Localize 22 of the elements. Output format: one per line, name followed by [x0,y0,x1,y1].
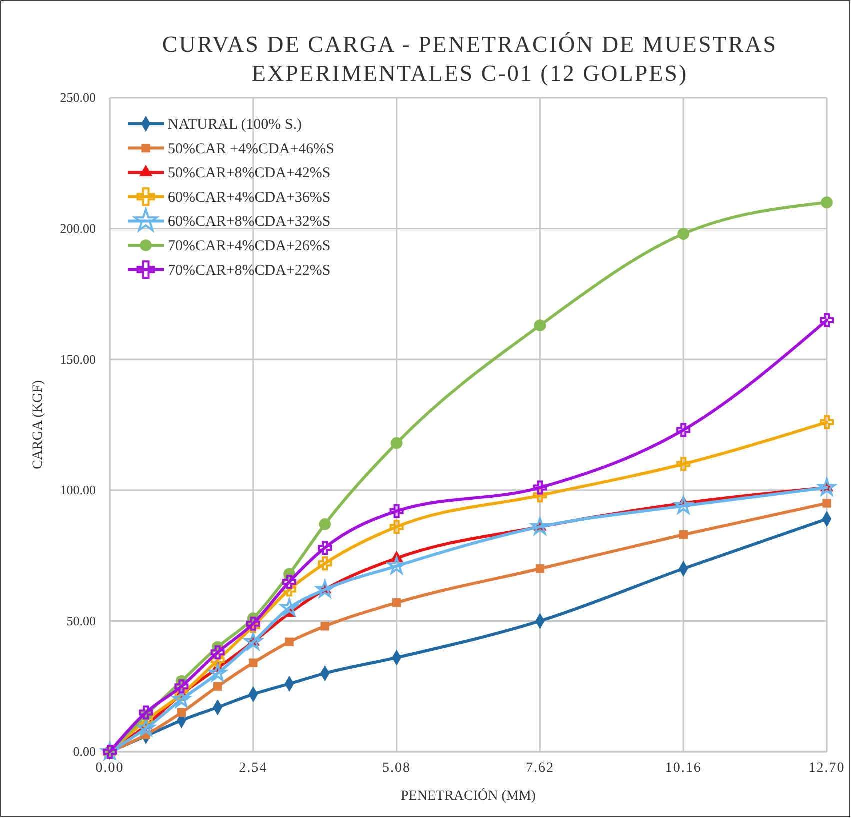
y-tick-label: 100.00 [60,482,96,498]
x-tick-label: 10.16 [665,760,702,776]
legend-label: 70%CAR+8%CDA+22%S [168,262,331,279]
legend-label: NATURAL (100% S.) [168,117,302,133]
y-tick-label: 200.00 [60,220,96,236]
x-tick-label: 0.00 [96,760,124,776]
legend-label: 60%CAR+4%CDA+36%S [168,190,331,206]
legend-label: 70%CAR+4%CDA+26%S [168,238,331,254]
x-tick-label: 5.08 [382,760,412,776]
x-tick-label: 12.70 [808,760,846,776]
x-tick-label: 7.62 [526,760,554,776]
x-tick-label: 2.54 [239,760,268,776]
y-tick-label: 0.00 [73,744,96,760]
x-axis-title: PENETRACIÓN (MM) [401,787,536,804]
legend-label: 50%CAR +4%CDA+46%S [168,141,335,158]
chart-title: CURVAS DE CARGA - PENETRACIÓN DE MUESTRAS EXPERIMENTALES C-01 (12 GOLPES) [162,32,778,86]
legend-label: 50%CAR+8%CDA+42%S [168,166,331,182]
legend-label: 60%CAR+8%CDA+32%S [168,214,331,230]
y-tick-label: 150.00 [60,352,96,367]
y-tick-label: 50.00 [66,613,96,628]
y-axis-title: CARGA (KGF) [31,380,46,470]
y-tick-label: 250.00 [60,90,96,106]
